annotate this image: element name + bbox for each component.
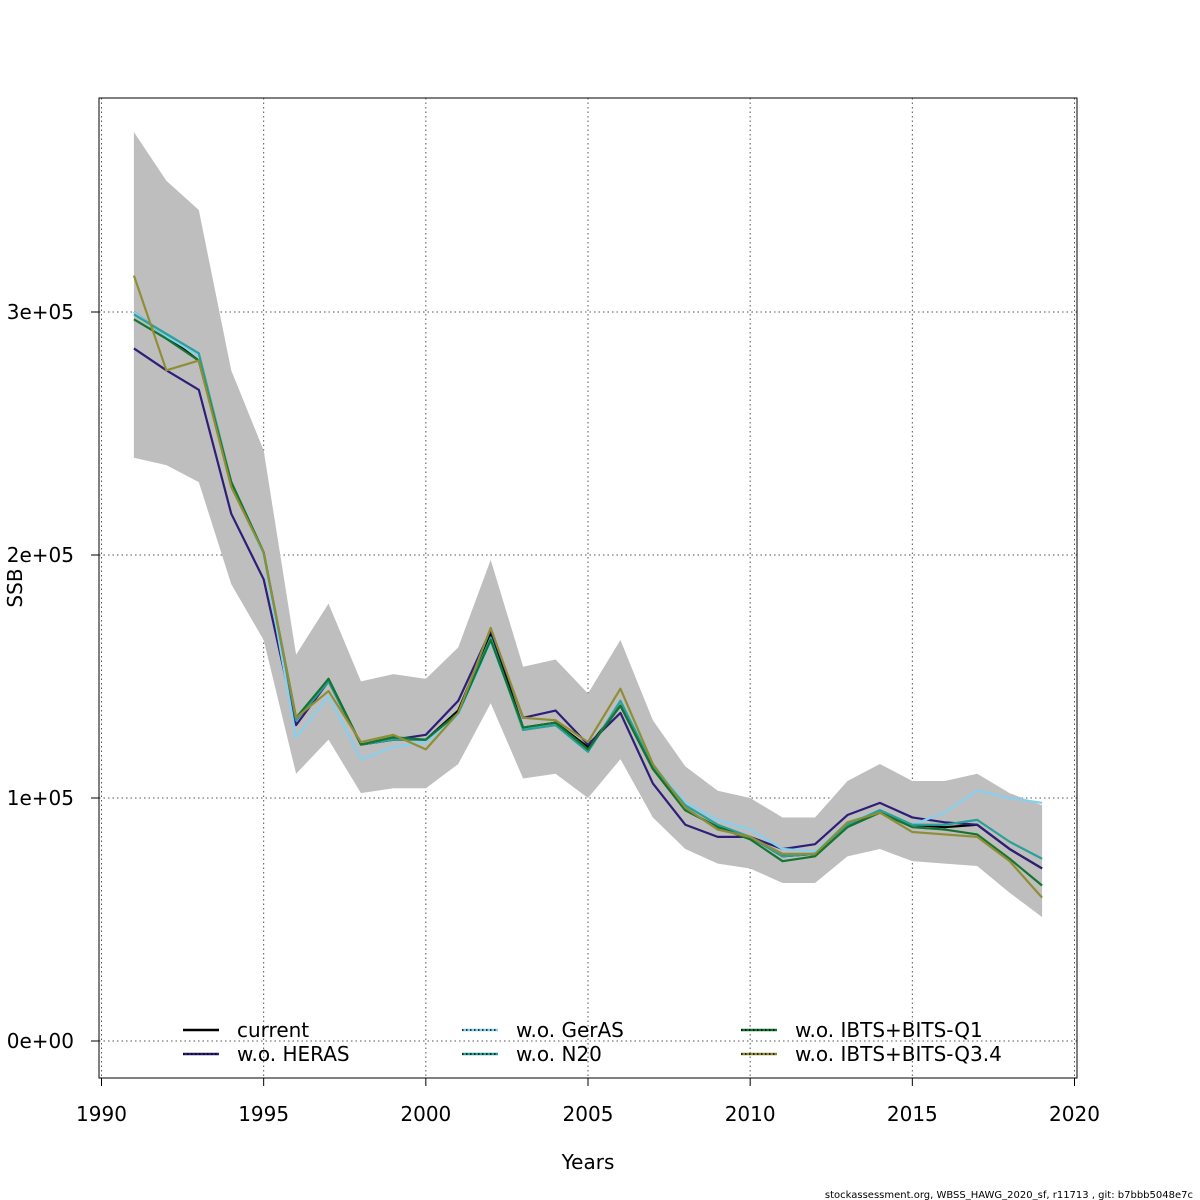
legend-label-2: w.o. GerAS xyxy=(516,1018,624,1042)
legend-label-4: w.o. IBTS+BITS-Q1 xyxy=(795,1018,983,1042)
y-axis-title: SSB xyxy=(3,568,27,607)
confidence-band-layer xyxy=(133,132,1043,918)
grid-layer xyxy=(99,98,1077,1078)
x-tick-label-0: 1990 xyxy=(76,1102,127,1126)
y-axis: 0e+00 1e+05 2e+05 3e+05 xyxy=(7,300,100,1053)
legend-label-0: current xyxy=(237,1018,309,1042)
x-tick-label-6: 2020 xyxy=(1049,1102,1100,1126)
x-tick-label-2: 2000 xyxy=(400,1102,451,1126)
y-tick-label-1: 1e+05 xyxy=(7,786,74,810)
y-tick-label-3: 3e+05 xyxy=(7,300,74,324)
x-tick-label-3: 2005 xyxy=(563,1102,614,1126)
confidence-band xyxy=(133,132,1043,918)
legend-label-5: w.o. IBTS+BITS-Q3.4 xyxy=(795,1042,1002,1066)
footer-note: stockassessment.org, WBSS_HAWG_2020_sf, … xyxy=(825,1190,1193,1200)
series-line-5 xyxy=(132,275,1043,899)
x-tick-label-5: 2015 xyxy=(887,1102,938,1126)
x-axis-title: Years xyxy=(561,1150,615,1174)
y-tick-label-2: 2e+05 xyxy=(7,543,74,567)
x-tick-label-1: 1995 xyxy=(238,1102,289,1126)
series-layer xyxy=(132,275,1043,899)
x-tick-label-4: 2010 xyxy=(725,1102,776,1126)
y-tick-label-0: 0e+00 xyxy=(7,1029,74,1053)
x-axis: 1990 1995 2000 2005 2010 2015 2020 xyxy=(76,1077,1100,1126)
legend-label-3: w.o. N20 xyxy=(516,1042,602,1066)
legend-label-1: w.o. HERAS xyxy=(237,1042,350,1066)
